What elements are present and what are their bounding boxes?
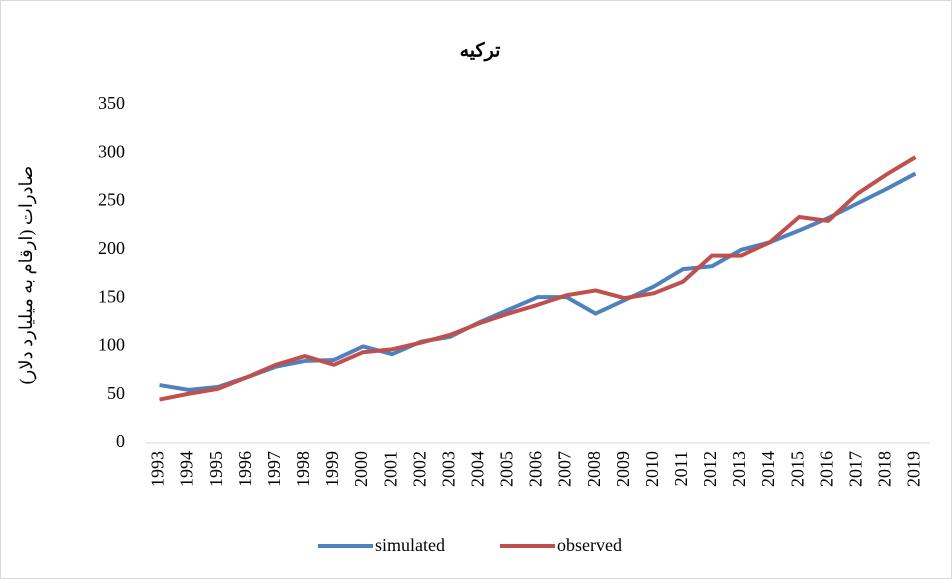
y-tick-label: 250 [98,190,125,210]
x-tick-label: 2003 [438,451,458,487]
x-tick-label: 2012 [700,451,720,487]
x-tick-label: 1994 [177,451,197,487]
x-tick-label: 1993 [148,451,168,487]
x-tick-label: 2002 [409,451,429,487]
x-tick-label: 2016 [816,451,836,487]
y-tick-label: 200 [98,238,125,258]
y-tick-label: 150 [98,286,125,306]
x-tick-label: 2000 [351,451,371,487]
chart-title: ترکیه [460,40,501,61]
chart: ترکیه صادرات (ارقام به میلیارد دلار) 0 50… [0,0,952,579]
x-tick-label: 1996 [235,451,255,487]
x-tick-label: 2018 [875,451,895,487]
x-tick-label: 2006 [526,451,546,487]
y-axis-label: صادرات (ارقام به میلیارد دلار) [16,166,37,385]
x-tick-label: 2009 [613,451,633,487]
x-tick-label: 2019 [904,451,924,487]
x-tick-label: 2007 [555,451,575,487]
x-tick-label: 1998 [293,451,313,487]
x-tick-label: 2011 [671,451,691,486]
x-tick-label: 2010 [642,451,662,487]
y-tick-label: 300 [98,141,125,161]
legend-label: simulated [375,535,445,555]
x-tick-label: 2008 [584,451,604,487]
x-tick-label: 2004 [467,451,487,487]
y-tick-label: 100 [98,335,125,355]
x-tick-label: 2013 [729,451,749,487]
x-tick-label: 2001 [380,451,400,487]
x-tick-label: 2005 [497,451,517,487]
x-tick-label: 2014 [758,451,778,487]
x-tick-label: 1999 [322,451,342,487]
x-tick-label: 2017 [845,451,865,487]
x-tick-label: 1997 [264,451,284,487]
y-tick-label: 0 [116,431,125,451]
chart-border [1,1,952,579]
x-tick-label: 1995 [206,451,226,487]
y-tick-label: 50 [107,383,125,403]
legend-label: observed [557,535,622,555]
y-tick-label: 350 [98,93,125,113]
x-tick-label: 2015 [787,451,807,487]
